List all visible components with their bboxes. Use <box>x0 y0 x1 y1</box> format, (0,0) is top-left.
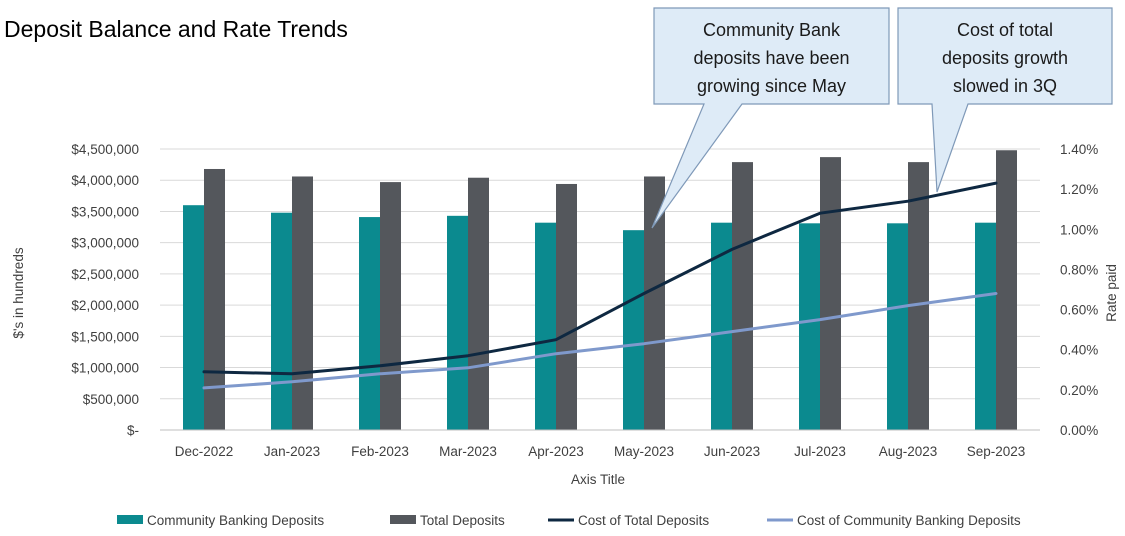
bar <box>820 157 841 430</box>
bar <box>644 176 665 430</box>
y-tick-label: $4,000,000 <box>71 173 139 188</box>
x-tick-label: May-2023 <box>614 444 674 459</box>
y2-tick-label: 1.40% <box>1060 142 1098 157</box>
annotation-callout <box>651 7 890 229</box>
y-tick-label: $1,500,000 <box>71 329 139 344</box>
bar <box>292 176 313 430</box>
annotation-text: slowed in 3Q <box>953 76 1057 96</box>
bar <box>799 223 820 430</box>
y2-tick-label: 0.00% <box>1060 423 1098 438</box>
bar <box>908 162 929 430</box>
series-line <box>202 292 998 390</box>
x-tick-label: Jan-2023 <box>264 444 320 459</box>
x-tick-label: Dec-2022 <box>175 444 234 459</box>
bar <box>271 212 292 430</box>
y-tick-label: $2,000,000 <box>71 298 139 313</box>
x-axis-title: Axis Title <box>571 472 625 487</box>
legend: Community Banking Deposits Total Deposits… <box>117 513 1021 528</box>
line-layer <box>202 181 998 390</box>
chart-title: Deposit Balance and Rate Trends <box>4 16 348 42</box>
y2-axis-title: Rate paid <box>1104 264 1119 322</box>
bar <box>535 222 556 430</box>
y-tick-label: $- <box>127 423 139 438</box>
bar <box>359 217 380 430</box>
bar <box>183 205 204 430</box>
legend-swatch <box>117 515 143 524</box>
x-tick-label: Mar-2023 <box>439 444 497 459</box>
bar <box>447 215 468 430</box>
legend-swatch <box>390 515 416 524</box>
bar <box>975 222 996 430</box>
bar <box>732 162 753 430</box>
bar <box>711 222 732 430</box>
annotation-text: deposits growth <box>942 48 1068 68</box>
y-tick-label: $3,000,000 <box>71 236 139 251</box>
x-tick-label: Feb-2023 <box>351 444 409 459</box>
legend-label: Total Deposits <box>420 513 505 528</box>
bar <box>556 183 577 430</box>
y-tick-label: $4,500,000 <box>71 142 139 157</box>
annotation-text: deposits have been <box>693 48 849 68</box>
bar <box>996 150 1017 430</box>
y2-tick-label: 0.40% <box>1060 343 1098 358</box>
annotation-callout <box>897 7 1113 193</box>
bar <box>468 177 489 430</box>
y-tick-label: $2,500,000 <box>71 267 139 282</box>
x-tick-label: Aug-2023 <box>879 444 938 459</box>
y2-tick-label: 1.20% <box>1060 182 1098 197</box>
axis-layer: $- $500,000 $1,000,000 $1,500,000 $2,000,000… <box>71 142 1098 459</box>
y2-tick-label: 0.20% <box>1060 383 1098 398</box>
legend-label: Cost of Total Deposits <box>578 513 709 528</box>
x-tick-label: Apr-2023 <box>528 444 584 459</box>
callout-layer: Community Bank deposits have been growing … <box>651 7 1113 229</box>
y-tick-label: $500,000 <box>83 392 139 407</box>
bar <box>887 223 908 430</box>
x-tick-label: Sep-2023 <box>967 444 1026 459</box>
annotation-text: Community Bank <box>703 20 841 40</box>
y2-tick-label: 0.60% <box>1060 303 1098 318</box>
bar-layer <box>183 150 1017 430</box>
annotation-text: Cost of total <box>957 20 1053 40</box>
bar <box>623 230 644 430</box>
y-axis-title: $'s in hundreds <box>11 247 26 338</box>
legend-label: Community Banking Deposits <box>147 513 324 528</box>
legend-label: Cost of Community Banking Deposits <box>797 513 1021 528</box>
annotation-text: growing since May <box>697 76 846 96</box>
series-line <box>202 181 998 376</box>
bar <box>380 182 401 430</box>
x-tick-label: Jun-2023 <box>704 444 760 459</box>
bar <box>204 168 225 430</box>
y2-tick-label: 1.00% <box>1060 222 1098 237</box>
y2-tick-label: 0.80% <box>1060 262 1098 277</box>
y-tick-label: $1,000,000 <box>71 361 139 376</box>
x-tick-label: Jul-2023 <box>794 444 846 459</box>
y-tick-label: $3,500,000 <box>71 204 139 219</box>
